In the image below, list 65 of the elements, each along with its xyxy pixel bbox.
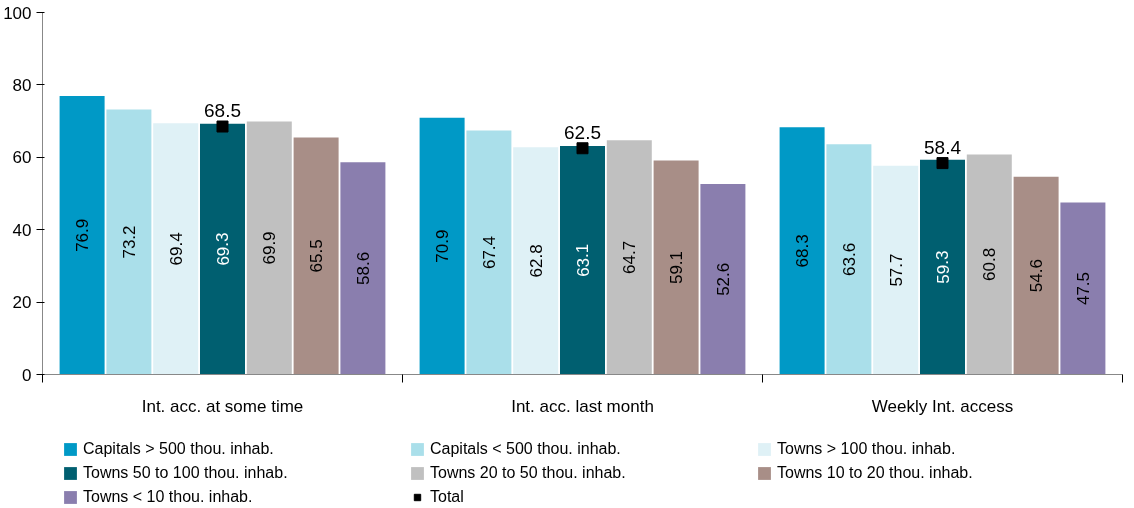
bar: [560, 146, 605, 375]
data-label: 65.5: [307, 239, 327, 273]
data-label: 64.7: [620, 240, 640, 274]
bar: [419, 117, 465, 375]
bar: [340, 162, 386, 375]
x-tick-label: Int. acc. at some time: [141, 396, 304, 416]
data-label: 69.3: [213, 232, 233, 266]
data-label: 63.6: [839, 242, 859, 276]
y-tick-label: 0: [22, 365, 32, 385]
legend-label: Towns < 10 thou. inhab.: [83, 488, 254, 506]
data-label: 52.6: [713, 262, 733, 296]
legend-label: Towns > 100 thou. inhab.: [777, 440, 957, 458]
data-label: 69.4: [166, 232, 186, 266]
bar: [200, 123, 245, 375]
bar: [700, 184, 746, 375]
bar: [466, 130, 512, 375]
bar: [966, 154, 1012, 375]
bar: [1013, 176, 1059, 375]
data-label: 58.4: [924, 137, 962, 159]
bar: [826, 144, 872, 375]
bar: [920, 159, 965, 375]
data-label: 76.9: [73, 218, 93, 252]
legend-label: Capitals < 500 thou. inhab.: [430, 440, 622, 458]
data-label: 69.9: [260, 231, 280, 265]
data-label: 62.8: [526, 244, 546, 278]
data-label: 68.3: [793, 234, 813, 268]
bar: [779, 127, 825, 375]
data-label: 62.5: [564, 122, 601, 144]
bar: [153, 123, 199, 375]
y-tick-label: 20: [12, 293, 32, 313]
legend-label: Towns 10 to 20 thou. inhab.: [777, 464, 974, 482]
bar: [59, 96, 105, 375]
data-label: 59.1: [667, 250, 687, 285]
y-tick-label: 80: [12, 75, 32, 95]
y-tick-label: 60: [12, 148, 32, 168]
data-label: 70.9: [433, 229, 453, 263]
legend-label: Total: [430, 488, 465, 506]
data-label: 67.4: [479, 235, 499, 270]
data-label: 54.6: [1027, 259, 1047, 293]
bar: [106, 109, 152, 375]
point: [936, 157, 949, 170]
x-tick-label: Weekly Int. access: [871, 396, 1014, 416]
data-label: 58.6: [353, 251, 373, 285]
x-tick-label: Int. acc. last month: [511, 396, 654, 416]
data-label: 68.5: [204, 100, 241, 122]
legend-label: Towns 20 to 50 thou. inhab.: [430, 464, 627, 482]
point: [216, 120, 229, 133]
bar: [873, 165, 919, 375]
data-label: 73.2: [119, 225, 139, 259]
bar: [606, 140, 652, 375]
legend-label: Towns 50 to 100 thou. inhab.: [83, 464, 289, 482]
bar: [246, 121, 292, 375]
bar: [293, 137, 339, 375]
data-label: 60.8: [980, 247, 1000, 281]
bar: [513, 147, 559, 375]
point: [576, 142, 589, 155]
data-label: 47.5: [1073, 271, 1093, 306]
data-label: 57.7: [886, 253, 906, 287]
y-tick-label: 40: [12, 220, 32, 240]
bar: [1060, 202, 1106, 375]
bar: [653, 160, 699, 375]
data-label: 63.1: [573, 243, 593, 277]
y-tick-label: 100: [3, 3, 32, 23]
data-label: 59.3: [933, 250, 953, 284]
legend-label: Capitals > 500 thou. inhab.: [83, 440, 275, 458]
